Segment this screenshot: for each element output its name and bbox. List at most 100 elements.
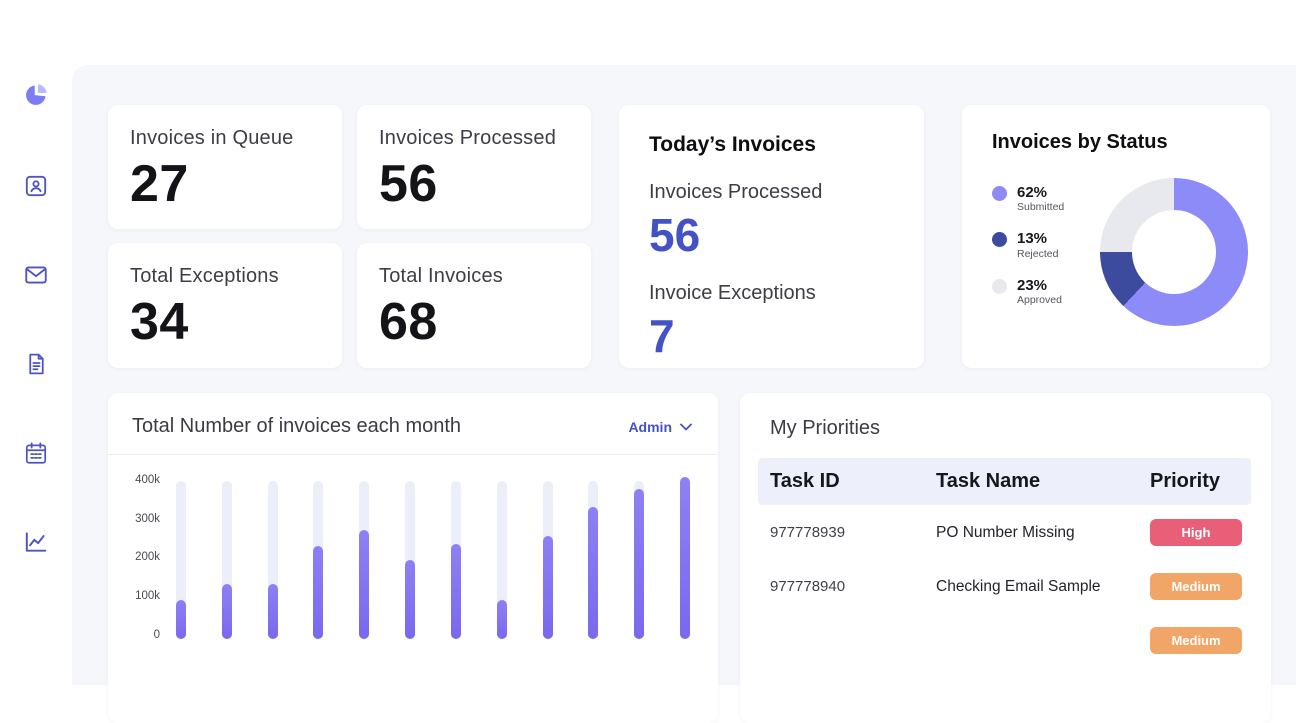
- stat-label: Total Invoices: [379, 265, 503, 287]
- stat-value: 56: [379, 155, 438, 213]
- task-name-cell: PO Number Missing: [936, 523, 1075, 541]
- bar-track: [496, 481, 507, 639]
- bar-fill: [313, 546, 324, 639]
- today-exceptions-label: Invoice Exceptions: [649, 282, 816, 304]
- today-processed-value: 56: [649, 209, 701, 261]
- legend-label: Submitted: [1017, 201, 1065, 214]
- bar-fill: [359, 530, 370, 639]
- y-tick-label: 0: [153, 628, 160, 641]
- bar-fill: [634, 488, 645, 639]
- bar-fill: [221, 583, 232, 639]
- stat-card-invoices-processed: Invoices Processed 56: [357, 105, 591, 229]
- bar-track: [542, 481, 553, 639]
- summary-row: Invoices in Queue 27 Invoices Processed …: [108, 105, 1296, 368]
- task-id-cell: 977778939: [770, 524, 846, 541]
- column-header-priority: Priority: [1150, 470, 1221, 492]
- my-priorities-card: My Priorities Task ID Task Name Priority…: [740, 393, 1271, 723]
- column-header-task-name: Task Name: [936, 470, 1041, 492]
- bar-track: [359, 481, 370, 639]
- detail-row: Total Number of invoices each month Admi…: [108, 393, 1296, 723]
- bar-fill: [496, 599, 507, 639]
- today-processed-label: Invoices Processed: [649, 181, 823, 203]
- bar-track: [267, 481, 278, 639]
- bar-fill: [405, 560, 416, 639]
- stat-label: Invoices in Queue: [130, 127, 294, 149]
- mail-icon[interactable]: [23, 262, 49, 288]
- dashboard-content: Invoices in Queue 27 Invoices Processed …: [72, 65, 1296, 723]
- legend-pct: 13%: [1017, 230, 1048, 248]
- status-donut: [1100, 178, 1248, 326]
- line-chart-icon[interactable]: [23, 529, 49, 555]
- bar-track: [679, 477, 690, 639]
- legend-item-submitted: 62% Submitted: [992, 184, 1100, 213]
- legend-label: Approved: [1017, 293, 1062, 306]
- priority-badge: High: [1150, 519, 1242, 546]
- legend-item-rejected: 13% Rejected: [992, 230, 1100, 260]
- stat-label: Total Exceptions: [130, 265, 279, 287]
- status-legend: 62% Submitted 13% Rejected: [992, 184, 1100, 306]
- todays-invoices-title: Today’s Invoices: [649, 133, 816, 156]
- stat-value: 34: [130, 293, 189, 351]
- bar-track: [450, 481, 461, 639]
- stat-card-invoices-in-queue: Invoices in Queue 27: [108, 105, 342, 229]
- document-icon[interactable]: [23, 351, 49, 377]
- stat-card-total-invoices: Total Invoices 68: [357, 243, 591, 368]
- y-tick-label: 400k: [135, 474, 160, 486]
- stat-value: 27: [130, 155, 189, 213]
- sidebar: [0, 0, 72, 641]
- legend-dot: [992, 278, 1007, 294]
- y-tick-label: 200k: [135, 551, 160, 564]
- status-body: 62% Submitted 13% Rejected: [992, 178, 1248, 326]
- y-tick-label: 300k: [135, 512, 160, 525]
- my-priorities-title: My Priorities: [770, 417, 881, 439]
- chart-title: Total Number of invoices each month: [132, 415, 462, 437]
- bar-fill: [176, 599, 186, 639]
- app-logo-pie-icon[interactable]: [23, 82, 49, 108]
- bar-chart-plot: [162, 477, 690, 639]
- priorities-table: Task ID Task Name Priority 977778939 PO …: [758, 458, 1251, 667]
- legend-pct: 23%: [1017, 276, 1048, 294]
- bar-fill: [679, 477, 690, 639]
- bar-fill: [542, 536, 553, 639]
- bar-track: [313, 481, 324, 639]
- column-header-task-id: Task ID: [770, 470, 840, 492]
- priorities-table-header: Task ID Task Name Priority: [758, 458, 1251, 505]
- chart-header: Total Number of invoices each month Admi…: [108, 393, 718, 455]
- bar-track: [176, 481, 186, 639]
- todays-invoices-card: Today’s Invoices Invoices Processed 56 I…: [619, 105, 924, 368]
- priority-badge: Medium: [1150, 573, 1242, 600]
- bar-chart-yaxis: 400k 300k 200k 100k 0: [118, 474, 162, 641]
- legend-dot: [992, 232, 1007, 248]
- bar-fill: [450, 544, 461, 639]
- monthly-invoices-chart-card: Total Number of invoices each month Admi…: [108, 393, 718, 723]
- bar-chart: 400k 300k 200k 100k 0: [108, 455, 718, 641]
- admin-dropdown-label: Admin: [628, 418, 672, 435]
- legend-dot: [992, 186, 1007, 201]
- table-row[interactable]: 977778940 Checking Email Sample Medium: [758, 559, 1251, 613]
- bar-track: [405, 481, 416, 639]
- contacts-icon[interactable]: [23, 173, 49, 199]
- calendar-icon[interactable]: [23, 440, 49, 466]
- task-id-cell: 977778940: [770, 578, 846, 595]
- stat-label: Invoices Processed: [379, 127, 557, 149]
- table-row[interactable]: Medium: [758, 613, 1251, 667]
- stat-card-total-exceptions: Total Exceptions 34: [108, 243, 342, 368]
- task-name-cell: Checking Email Sample: [936, 577, 1101, 595]
- y-tick-label: 100k: [135, 589, 160, 602]
- bar-fill: [267, 583, 278, 639]
- table-row[interactable]: 977778939 PO Number Missing High: [758, 505, 1251, 559]
- bar-track: [588, 481, 599, 639]
- stat-grid: Invoices in Queue 27 Invoices Processed …: [108, 105, 591, 368]
- bar-track: [634, 481, 645, 639]
- bar-fill: [588, 506, 599, 639]
- invoices-by-status-title: Invoices by Status: [992, 131, 1168, 153]
- admin-dropdown[interactable]: Admin: [628, 419, 692, 435]
- bar-track: [221, 481, 232, 639]
- legend-pct: 62%: [1017, 184, 1048, 201]
- chevron-down-icon: [680, 423, 692, 430]
- invoices-by-status-card: Invoices by Status 62% Submitted 13%: [962, 105, 1270, 368]
- legend-label: Rejected: [1017, 247, 1059, 260]
- legend-item-approved: 23% Approved: [992, 277, 1100, 306]
- today-exceptions-value: 7: [649, 310, 675, 362]
- stat-value: 68: [379, 293, 438, 351]
